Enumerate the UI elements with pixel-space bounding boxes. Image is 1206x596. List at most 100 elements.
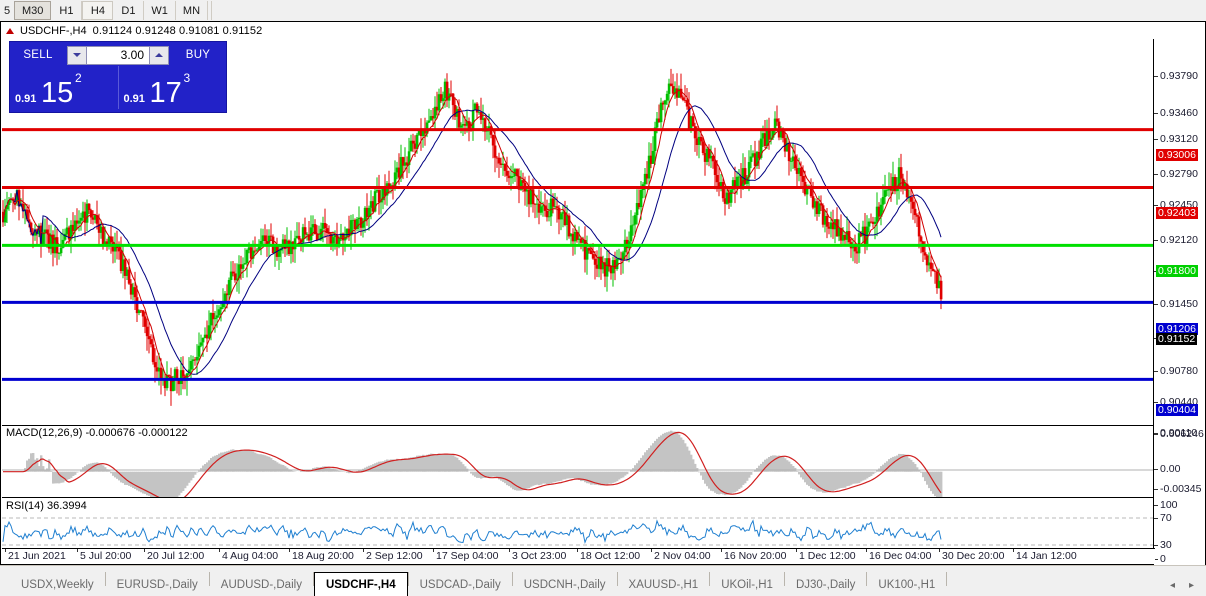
time-tick [363,549,364,552]
time-label: 3 Oct 23:00 [512,550,567,562]
tab-separator [709,572,711,586]
price-level-badge: 0.91800 [1156,265,1198,277]
tab-separator [616,572,618,586]
horizontal-level-lines [2,128,1155,381]
trade-panel-top-row: SELL 3.00 BUY [10,42,226,66]
volume-stepper[interactable]: 3.00 [67,45,169,65]
macd-main-line [3,431,942,497]
sell-price-fraction: 2 [75,71,82,85]
price-tick: 0.92120 [1154,234,1206,246]
timeframe-button-d1[interactable]: D1 [113,1,145,20]
macd-histogram [24,430,943,497]
time-label: 5 Jul 20:00 [80,550,132,562]
time-label: 30 Dec 20:00 [942,550,1005,562]
chart-tab-usdcad-daily[interactable]: USDCAD-,Daily [419,579,501,591]
time-tick [509,549,510,552]
time-label: 18 Oct 12:00 [580,550,641,562]
timeframe-button-5[interactable]: 5 [3,4,11,17]
chart-tab-usdcnh-daily[interactable]: USDCNH-,Daily [523,579,606,591]
time-tick [721,549,722,552]
macd-tick: 0.006246 [1154,428,1206,440]
buy-button[interactable]: BUY [185,49,211,61]
chart-tab-eurusd-daily[interactable]: EURUSD-,Daily [116,579,198,591]
chart-tab-dj30-daily[interactable]: DJ30-,Daily [795,579,856,591]
tab-separator [946,572,948,586]
chart-tab-uk100-h1[interactable]: UK100-,H1 [878,579,936,591]
buy-price-quote[interactable]: 0.91 17 3 [122,66,224,109]
price-tick: 0.91450 [1154,298,1206,310]
timeframe-toolbar: 5 M30 H1 H4 D1 W1 MN [0,0,1206,22]
time-tick [5,549,6,552]
tab-scroll-right-icon[interactable]: ▸ [1188,580,1194,591]
macd-tick: 0.00 [1154,463,1206,475]
price-level-badge: 0.91152 [1156,333,1198,345]
chart-tab-usdx-weekly[interactable]: USDX,Weekly [21,579,94,591]
price-tick: 0.92790 [1154,168,1206,180]
price-tick: 0.90110 [1154,427,1206,439]
rsi-svg [2,517,1155,546]
sell-price-main: 15 [41,77,74,109]
macd-label: MACD(12,26,9) -0.000676 -0.000122 [6,427,188,439]
price-tick: 0.93460 [1154,107,1206,119]
price-chart-svg [2,68,1155,406]
price-level-badge: 0.93006 [1156,149,1198,161]
time-tick [866,549,867,552]
time-tick [577,549,578,552]
one-click-trade-panel[interactable]: SELL 3.00 BUY 0.91 15 2 0.91 17 [9,41,227,113]
timeframe-button-m30[interactable]: M30 [14,1,52,20]
sell-price-quote[interactable]: 0.91 15 2 [13,66,115,109]
price-scale[interactable]: 0.93790 0.93460 0.93120 0.92790 0.92450 0.921… [1153,39,1205,568]
chart-tab-xauusd-h1[interactable]: XAUUSD-,H1 [628,579,699,591]
time-tick [796,549,797,552]
rsi-tick: 30 [1154,539,1206,551]
time-label: 16 Dec 04:00 [869,550,932,562]
time-label: 1 Dec 12:00 [799,550,856,562]
time-scale[interactable]: 21 Jun 2021 5 Jul 20:00 20 Jul 12:00 4 Aug … [2,548,1155,564]
time-tick [144,549,145,552]
time-label: 21 Jun 2021 [8,550,66,562]
time-label: 2 Sep 12:00 [366,550,423,562]
sell-price-prefix: 0.91 [15,93,37,105]
rsi-tick: 0 [1154,553,1206,565]
volume-decrease-button[interactable] [67,45,87,65]
macd-pane[interactable]: MACD(12,26,9) -0.000676 -0.000122 [2,425,1155,498]
time-tick [289,549,290,552]
volume-input[interactable]: 3.00 [87,45,149,65]
volume-increase-button[interactable] [149,45,169,65]
sell-button[interactable]: SELL [23,49,53,61]
timeframe-button-h1[interactable]: H1 [51,1,83,20]
buy-price-main: 17 [149,77,182,109]
timeframe-button-h4[interactable]: H4 [82,1,114,20]
rsi-line [2,519,942,544]
quote-divider [117,66,119,109]
tab-separator [407,572,409,586]
chart-tab-usdchf-h4[interactable]: USDCHF-,H4 [313,572,408,596]
rsi-label: RSI(14) 36.3994 [6,500,87,512]
tab-separator [208,572,210,586]
time-label: 20 Jul 12:00 [147,550,205,562]
chart-tabs: USDX,Weekly EURUSD-,Daily AUDUSD-,Daily USD… [0,566,1170,596]
tab-separator [511,572,513,586]
time-label: 17 Sep 04:00 [436,550,499,562]
time-label: 2 Nov 04:00 [654,550,711,562]
chart-ohlc-values: 0.91124 0.91248 0.91081 0.91152 [92,25,263,37]
chart-tab-audusd-daily[interactable]: AUDUSD-,Daily [220,579,302,591]
chart-tab-bar: USDX,Weekly EURUSD-,Daily AUDUSD-,Daily USD… [0,565,1206,596]
timeframe-button-w1[interactable]: W1 [144,1,176,20]
time-tick [77,549,78,552]
time-label: 16 Nov 20:00 [724,550,787,562]
ma-slow-line [2,105,942,375]
price-chart-pane[interactable] [2,39,1155,423]
price-tick: 0.93790 [1154,70,1206,82]
chart-tab-ukoil-h1[interactable]: UKOil-,H1 [721,579,773,591]
time-label: 18 Aug 20:00 [292,550,354,562]
macd-tick: -0.00345 [1154,483,1206,495]
chevron-down-icon [73,53,81,57]
tab-separator [866,572,868,586]
time-tick [1013,549,1014,552]
tab-scroll-left-icon[interactable]: ◂ [1169,580,1175,591]
rsi-tick: 70 [1154,512,1206,524]
buy-price-prefix: 0.91 [123,93,145,105]
timeframe-button-mn[interactable]: MN [176,1,209,20]
